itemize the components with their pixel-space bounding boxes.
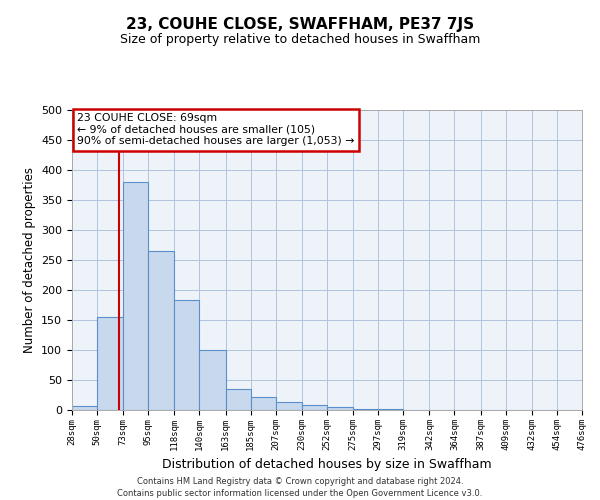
Bar (72, 406, 97, 410)
Bar (251, 398, 276, 410)
X-axis label: Distribution of detached houses by size in Swaffham: Distribution of detached houses by size … (162, 458, 492, 471)
Y-axis label: Number of detached properties: Number of detached properties (23, 167, 35, 353)
Bar (327, 407, 353, 410)
Bar (276, 402, 302, 410)
Bar (199, 350, 226, 410)
Bar (302, 404, 327, 410)
Text: Contains HM Land Registry data © Crown copyright and database right 2024.: Contains HM Land Registry data © Crown c… (137, 478, 463, 486)
Bar (97, 317, 123, 410)
Text: 23 COUHE CLOSE: 69sqm
← 9% of detached houses are smaller (105)
90% of semi-deta: 23 COUHE CLOSE: 69sqm ← 9% of detached h… (77, 113, 355, 146)
Bar (353, 409, 378, 410)
Text: 23, COUHE CLOSE, SWAFFHAM, PE37 7JS: 23, COUHE CLOSE, SWAFFHAM, PE37 7JS (126, 18, 474, 32)
Bar (226, 389, 251, 410)
Bar (123, 182, 148, 410)
Text: Size of property relative to detached houses in Swaffham: Size of property relative to detached ho… (120, 32, 480, 46)
Bar (148, 251, 175, 410)
Bar (175, 300, 199, 410)
Text: Contains public sector information licensed under the Open Government Licence v3: Contains public sector information licen… (118, 489, 482, 498)
